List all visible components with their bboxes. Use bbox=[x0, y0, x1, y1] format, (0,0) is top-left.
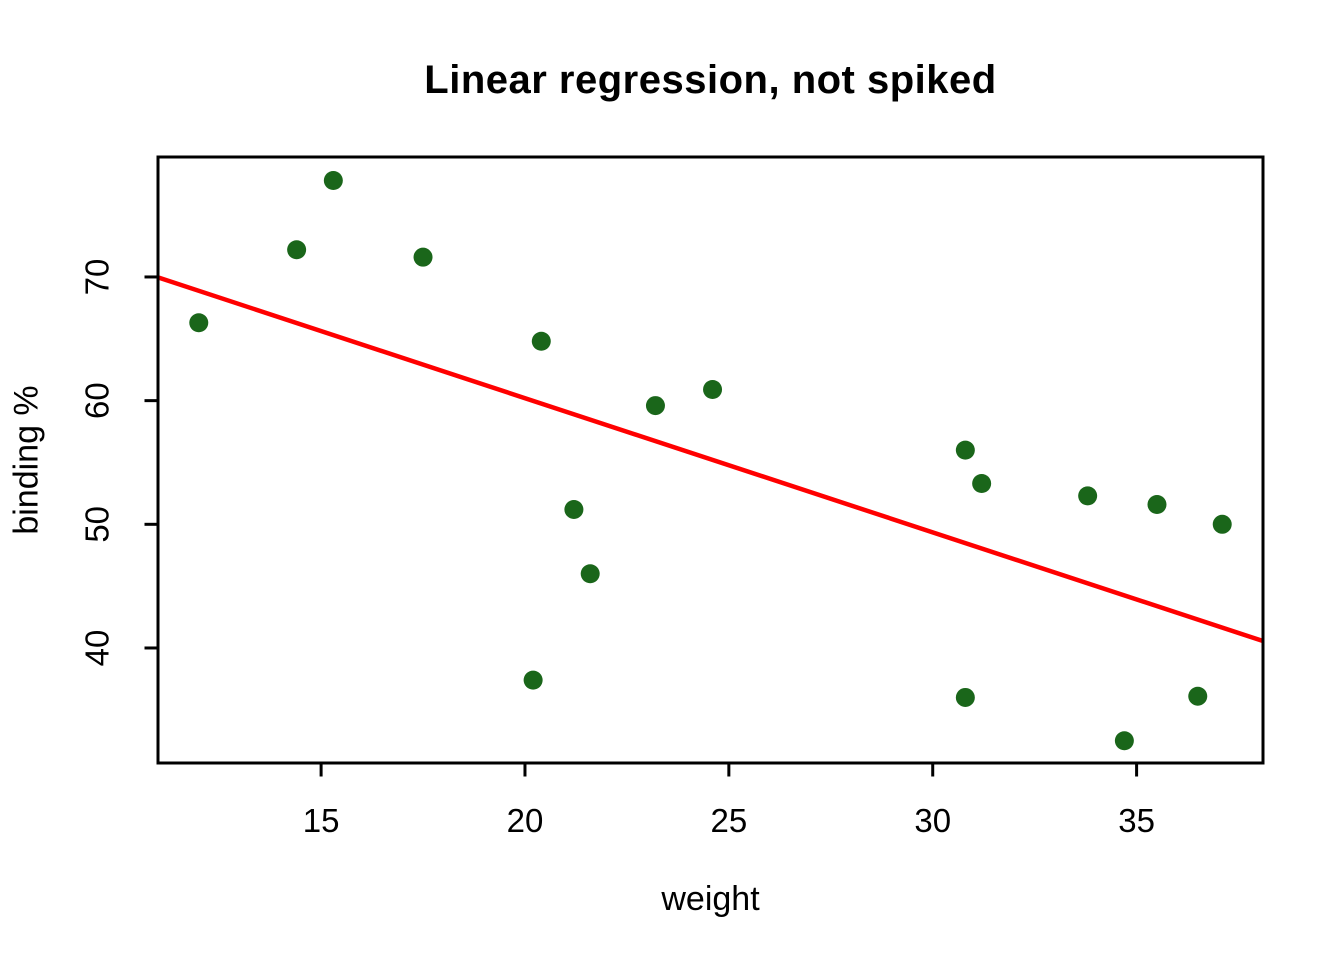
y-axis-label: binding % bbox=[7, 385, 46, 535]
data-point bbox=[1188, 686, 1208, 706]
y-tick-label: 50 bbox=[79, 506, 116, 543]
x-tick-label: 25 bbox=[710, 802, 747, 839]
data-point bbox=[580, 564, 600, 584]
data-point bbox=[1147, 495, 1167, 515]
data-point bbox=[564, 499, 584, 519]
data-point bbox=[523, 670, 543, 690]
data-point bbox=[703, 380, 723, 400]
data-point bbox=[972, 473, 992, 493]
data-point bbox=[955, 687, 975, 707]
x-tick-label: 20 bbox=[507, 802, 544, 839]
x-tick-label: 30 bbox=[914, 802, 951, 839]
data-point bbox=[955, 440, 975, 460]
data-point bbox=[1078, 486, 1098, 506]
data-point bbox=[413, 247, 433, 267]
plot-border bbox=[156, 155, 1265, 765]
data-point bbox=[287, 240, 307, 260]
data-point bbox=[323, 170, 343, 190]
data-point bbox=[189, 313, 209, 333]
chart-title: Linear regression, not spiked bbox=[424, 58, 997, 102]
y-tick-label: 70 bbox=[79, 259, 116, 296]
x-tick-label: 35 bbox=[1118, 802, 1155, 839]
data-point bbox=[1212, 514, 1232, 534]
data-point bbox=[1114, 731, 1134, 751]
x-axis-label: weight bbox=[661, 880, 760, 918]
data-point bbox=[645, 396, 665, 416]
y-tick-label: 60 bbox=[79, 382, 116, 419]
x-tick-label: 15 bbox=[303, 802, 340, 839]
regression-line bbox=[157, 275, 1264, 644]
y-tick-label: 40 bbox=[79, 630, 116, 667]
data-point bbox=[531, 331, 551, 351]
